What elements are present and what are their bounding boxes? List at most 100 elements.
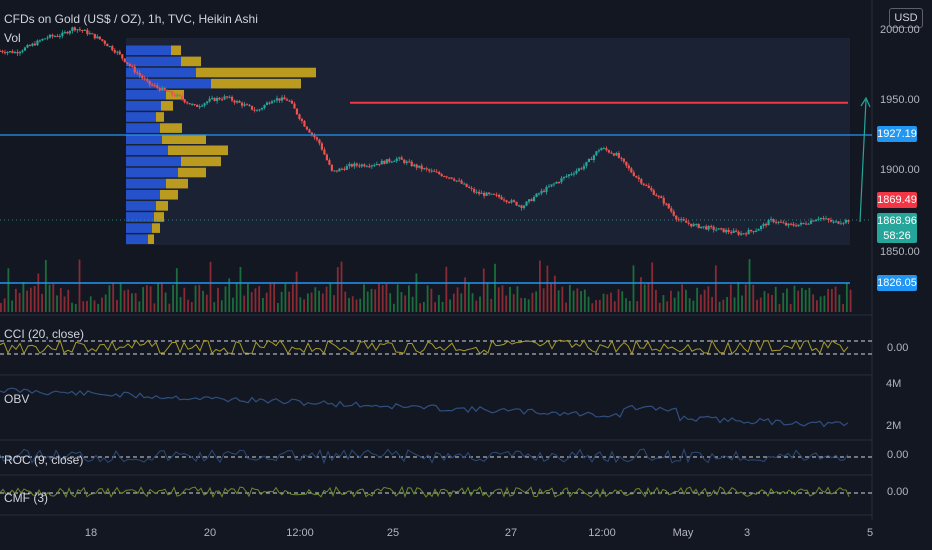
candle-body: [834, 221, 838, 223]
candle-body: [178, 94, 181, 97]
candle-body: [732, 230, 735, 233]
candle-body: [497, 194, 501, 197]
candle-body: [522, 205, 526, 209]
candle-body: [448, 177, 451, 179]
volume-profile-down-bar: [156, 112, 164, 122]
candle-body: [126, 62, 129, 64]
volume-level-badge: 1826.05: [877, 275, 917, 291]
candle-body: [121, 54, 124, 59]
time-tick-18: 18: [84, 527, 98, 539]
candle-body: [380, 160, 383, 165]
volume-bar: [325, 286, 328, 312]
volume-bar: [550, 283, 553, 312]
candle-body: [328, 160, 331, 165]
volume-bar: [729, 284, 732, 312]
volume-bar: [299, 297, 302, 312]
candle-body: [545, 186, 548, 192]
volume-bar: [202, 290, 204, 312]
volume-bar: [359, 298, 362, 312]
volume-bar: [744, 284, 747, 312]
volume-profile-down-bar: [166, 178, 188, 189]
candle-body: [789, 223, 793, 225]
candle-body: [625, 161, 628, 166]
candle-body: [300, 118, 304, 121]
volume-bar: [378, 283, 380, 312]
candle-body: [263, 104, 266, 109]
volume-bar: [467, 283, 470, 312]
volume-bar: [568, 284, 571, 312]
volume-bar: [726, 297, 728, 312]
candle-body: [31, 43, 34, 46]
candle-body: [525, 201, 528, 206]
candle-body: [667, 203, 670, 209]
roc-line: [0, 447, 849, 465]
candle-body: [819, 217, 823, 219]
candle-body: [218, 97, 221, 100]
candle-body: [480, 192, 483, 194]
candle-body: [113, 50, 116, 53]
candle-body: [710, 226, 713, 228]
volume-bar: [26, 290, 29, 312]
candle-body: [385, 159, 388, 164]
candle-body: [517, 205, 521, 207]
volume-bar: [583, 289, 586, 312]
candle-body: [468, 186, 471, 188]
candle-body: [647, 185, 650, 189]
candle-body: [151, 84, 154, 86]
volume-bar: [849, 289, 852, 312]
candle-body: [41, 38, 44, 41]
volume-bar: [408, 285, 410, 312]
candle-body: [248, 104, 251, 106]
candle-body: [582, 166, 586, 169]
candle-body: [660, 196, 663, 198]
volume-bar: [452, 293, 455, 312]
volume-bar: [288, 291, 291, 312]
volume-bar: [834, 286, 837, 312]
volume-bar: [194, 285, 197, 312]
obv-tick-4m: 4M: [886, 378, 902, 390]
volume-bar: [542, 288, 545, 312]
candle-body: [71, 27, 74, 32]
price-tick-1900: 1900.00: [880, 164, 920, 176]
candle-body: [363, 164, 366, 167]
cmf-line: [0, 485, 850, 499]
candle-body: [378, 163, 381, 165]
candle-body: [186, 102, 189, 104]
volume-bar: [509, 286, 511, 312]
candle-body: [333, 170, 336, 172]
volume-bar: [580, 291, 582, 312]
candle-body: [547, 186, 551, 188]
candle-body: [495, 194, 498, 196]
candle-body: [383, 160, 386, 164]
candle-body: [617, 153, 620, 158]
volume-bar: [602, 293, 605, 312]
volume-bar: [804, 289, 807, 312]
candle-body: [829, 220, 833, 222]
candle-body: [171, 91, 174, 95]
candle-body: [250, 105, 254, 110]
candle-body: [530, 199, 533, 202]
volume-profile-down-bar: [160, 189, 178, 200]
candle-body: [228, 96, 231, 98]
candle-body: [305, 126, 309, 130]
roc-pane-label: ROC (9, close): [4, 453, 84, 467]
candle-body: [839, 223, 843, 225]
candle-body: [510, 200, 513, 203]
volume-bar: [340, 261, 343, 312]
volume-bar: [59, 287, 62, 312]
volume-bar: [441, 301, 444, 312]
volume-profile-up-bar: [126, 145, 168, 156]
candle-body: [181, 96, 184, 100]
candle-body: [595, 151, 598, 156]
volume-bar: [262, 297, 264, 312]
currency-button[interactable]: USD: [889, 8, 923, 28]
candle-body: [655, 194, 658, 197]
candle-body: [577, 168, 581, 171]
volume-bar: [363, 284, 365, 312]
candle-body: [742, 233, 745, 235]
volume-profile-down-bar: [168, 145, 228, 156]
candle-body: [365, 166, 368, 168]
candle-body: [208, 98, 211, 102]
candle-body: [348, 164, 351, 167]
